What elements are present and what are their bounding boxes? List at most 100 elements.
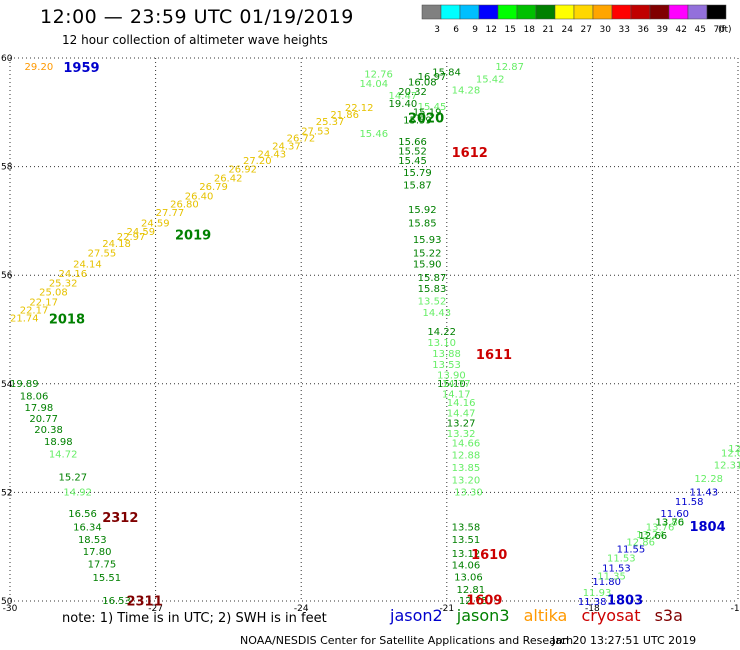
swh-value: 17.75 xyxy=(88,560,117,571)
swh-value: 15.42 xyxy=(476,75,505,86)
swh-value: 13.10 xyxy=(427,338,456,349)
track-time-label: 2020 xyxy=(408,112,444,127)
swh-value: 11.55 xyxy=(617,544,646,555)
swh-value: 12.06 xyxy=(721,448,740,459)
x-tick-label: -15 xyxy=(731,604,740,614)
swh-value: 22.17 xyxy=(20,305,49,316)
legend-cryosat: cryosat xyxy=(581,606,641,625)
swh-value: 15.19 xyxy=(413,107,442,118)
swh-value: 14.06 xyxy=(452,561,481,572)
swh-value: 14.43 xyxy=(423,308,452,319)
colorbar-label: 9 xyxy=(472,25,478,35)
y-tick-label: 58 xyxy=(1,163,13,173)
swh-value: 12.81 xyxy=(457,585,486,596)
swh-value: 15.52 xyxy=(398,146,427,157)
track-time-label: 2019 xyxy=(175,228,211,243)
track-time-label: 1804 xyxy=(689,520,725,535)
swh-value: 17.98 xyxy=(25,403,54,414)
generated-timestamp: Jan 20 13:27:51 UTC 2019 xyxy=(552,634,697,647)
track-time-label: 1610 xyxy=(471,548,507,563)
swh-value: 13.88 xyxy=(432,349,461,360)
swh-value: 13.76 xyxy=(646,523,675,534)
satellite-legend: jason2 jason3 altika cryosat s3a xyxy=(390,606,692,625)
colorbar-label: 21 xyxy=(543,25,554,35)
swh-value: 12.76 xyxy=(364,69,393,80)
swh-value: 20.77 xyxy=(29,414,58,425)
colorbar-swatch xyxy=(706,4,727,20)
swh-value: 11.43 xyxy=(689,487,718,498)
swh-value: 29.20 xyxy=(25,62,54,73)
y-tick-label: 52 xyxy=(1,488,12,498)
colorbar-label: 24 xyxy=(562,25,574,35)
swh-value: 27.55 xyxy=(88,248,117,259)
swh-value: 15.93 xyxy=(413,235,442,246)
x-tick-label: -27 xyxy=(148,604,163,614)
legend-s3a: s3a xyxy=(654,606,683,625)
track-time-label: 1959 xyxy=(63,61,99,76)
swh-value: 13.85 xyxy=(452,463,481,474)
swh-value: 14.47 xyxy=(389,91,418,102)
swh-value: 12.75 xyxy=(459,596,488,607)
swh-value: 13.20 xyxy=(452,475,481,486)
colorbar-label: 36 xyxy=(638,25,650,35)
credit-text: NOAA/NESDIS Center for Satellite Applica… xyxy=(240,634,574,647)
swh-value: 12.28 xyxy=(694,474,723,485)
swh-value: 11.53 xyxy=(602,563,631,574)
swh-value: 26.80 xyxy=(170,200,199,211)
swh-value: 20.32 xyxy=(398,87,427,98)
track-time-label: 1612 xyxy=(452,146,488,161)
swh-value: 15.45 xyxy=(418,102,447,113)
swh-value: 22.97 xyxy=(117,232,146,243)
swh-value: 15.83 xyxy=(418,284,447,295)
y-tick-label: 56 xyxy=(1,271,13,281)
swh-value: 26.42 xyxy=(214,174,243,185)
swh-value: 27.53 xyxy=(301,126,330,137)
x-tick-label: -30 xyxy=(3,604,18,614)
swh-value: 15.84 xyxy=(432,68,461,79)
colorbar-label: 33 xyxy=(619,25,630,35)
swh-value: 15.92 xyxy=(408,205,437,216)
swh-value: 18.98 xyxy=(44,437,73,448)
swh-value: 12.3 xyxy=(728,444,740,455)
swh-value: 14.72 xyxy=(49,449,78,460)
swh-value: 15.66 xyxy=(398,137,427,148)
swh-value: 26.40 xyxy=(185,191,214,202)
legend-jason3: jason3 xyxy=(456,606,510,625)
colorbar-label: 42 xyxy=(676,25,687,35)
swh-value: 13.58 xyxy=(452,523,481,534)
track-time-label: 1609 xyxy=(466,593,502,608)
swh-value: 25.32 xyxy=(49,278,78,289)
swh-value: 15.51 xyxy=(93,573,122,584)
colorbar-label: 27 xyxy=(581,25,592,35)
swh-value: 15.79 xyxy=(403,168,432,179)
swh-value: 12.88 xyxy=(452,450,481,461)
colorbar-unit: (ft) xyxy=(718,25,732,35)
swh-value: 13.52 xyxy=(418,296,447,307)
color-scale-bar: 3 6 9 12 15 18 21 24 27 30 33 36 39 42 45 70(ft) xyxy=(421,4,732,35)
colorbar-label: 18 xyxy=(524,25,536,35)
legend-altika: altika xyxy=(523,606,568,625)
colorbar-label: 45 xyxy=(695,25,706,35)
track-time-label: 2312 xyxy=(102,511,138,526)
swh-value: 14.77 xyxy=(442,379,471,390)
swh-value: 13.27 xyxy=(447,418,476,429)
swh-value: 11.80 xyxy=(592,577,621,588)
swh-value: 13.24 xyxy=(636,530,665,541)
swh-value: 26.92 xyxy=(228,164,257,175)
swh-value: 24.59 xyxy=(141,219,170,230)
swh-value: 12.87 xyxy=(495,62,524,73)
swh-value: 26.72 xyxy=(287,133,316,144)
x-tick-label: -21 xyxy=(439,604,454,614)
swh-value: 17.80 xyxy=(83,547,112,558)
swh-value: 24.59 xyxy=(126,227,155,238)
y-tick-label: 50 xyxy=(1,597,13,607)
swh-value: 21.74 xyxy=(10,314,39,325)
swh-value: 26.79 xyxy=(199,182,228,193)
swh-value: 11.38 xyxy=(578,597,607,608)
swh-value: 24.18 xyxy=(102,239,131,250)
swh-value: 27.20 xyxy=(243,156,272,167)
swh-value: 13.53 xyxy=(432,360,461,371)
swh-value: 14.04 xyxy=(359,79,388,90)
y-tick-label: 54 xyxy=(1,380,13,390)
